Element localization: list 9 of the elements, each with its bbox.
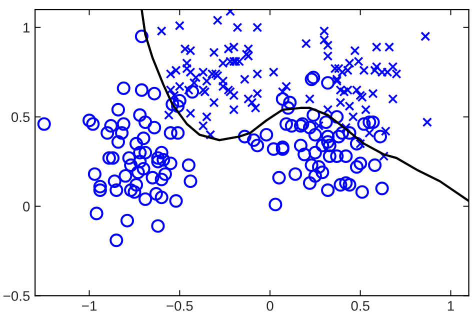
y-tick-label: 0 <box>23 202 30 212</box>
y-tick-label: 0.5 <box>11 112 30 122</box>
x-tick-label: 0.5 <box>351 300 370 311</box>
x-tick-label: −0.5 <box>166 300 193 311</box>
x-tick-label: −1 <box>82 301 97 311</box>
x-tick-label: 0 <box>266 300 274 311</box>
y-tick-label: −0.5 <box>3 291 30 301</box>
x-tick-label: 1 <box>448 301 454 311</box>
y-tick-label: 1 <box>24 22 30 32</box>
